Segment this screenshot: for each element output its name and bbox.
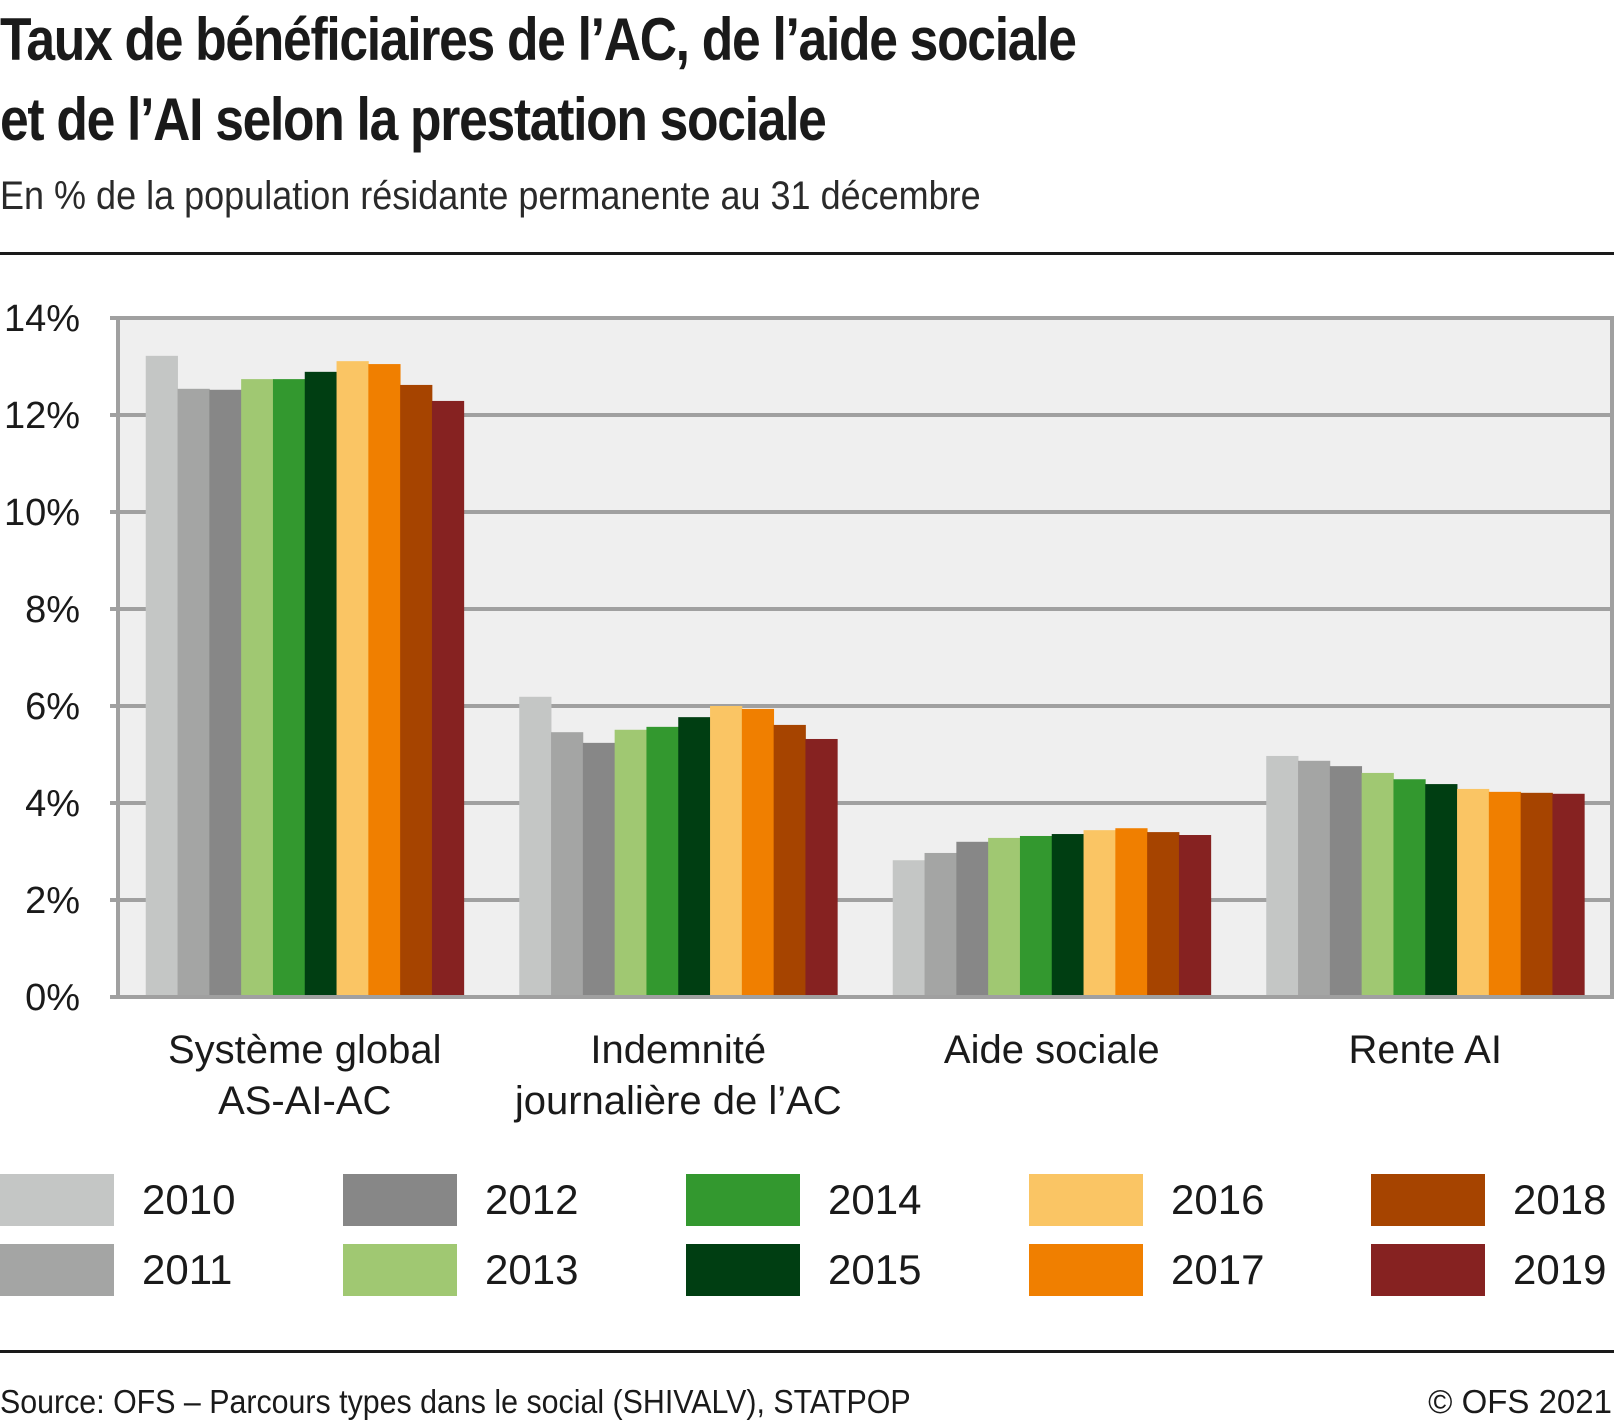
legend-swatch — [686, 1174, 800, 1226]
bar-2011-cat-0: 2011: 12.54% — [177, 388, 210, 997]
bar-2017-cat-2: 2017: 3.48% — [1115, 828, 1148, 997]
y-tick-label: 6% — [25, 686, 80, 728]
bar-layer: 2010: 13.22% 2010: 6.19% 2010: 2.82% 2010: … — [145, 355, 1585, 998]
bar-2015-cat-3: 2015: 4.39% — [1425, 784, 1458, 997]
bar-2014-cat-3: 2014: 4.49% — [1393, 779, 1426, 997]
legend-label: 2010 — [142, 1176, 236, 1223]
legend-label: 2017 — [1171, 1246, 1265, 1293]
y-tick-label: 10% — [4, 492, 80, 534]
x-category-label: Système global AS-AI-AC — [168, 1028, 441, 1123]
bar-2018-cat-2: 2018: 3.4% — [1147, 832, 1180, 997]
legend-label: 2013 — [485, 1246, 579, 1293]
chart-legend: 2010 2011 2012 2013 2014 2015 2016 2017 2018 2019 — [0, 1174, 1614, 1299]
bar-2015-cat-0: 2015: 12.89% — [304, 371, 337, 998]
x-category-label-line: Système global — [168, 1028, 441, 1072]
legend-swatch — [0, 1174, 114, 1226]
bar-2015-cat-2: 2015: 3.36% — [1051, 834, 1084, 997]
legend-label: 2018 — [1513, 1176, 1607, 1223]
x-category-label: Aide sociale — [944, 1028, 1160, 1072]
bar-2016-cat-3: 2016: 4.29% — [1457, 788, 1490, 997]
bar-2012-cat-0: 2012: 12.52% — [209, 389, 242, 997]
legend-label: 2019 — [1513, 1246, 1607, 1293]
legend-swatch — [343, 1174, 457, 1226]
bar-2014-cat-1: 2014: 5.57% — [646, 726, 679, 997]
bar-2017-cat-0: 2017: 13.05% — [368, 364, 401, 997]
bar-2015-cat-1: 2015: 5.77% — [678, 717, 711, 997]
legend-label: 2014 — [828, 1176, 922, 1223]
header-divider — [0, 252, 1614, 255]
legend-swatch — [1029, 1244, 1143, 1296]
bar-2012-cat-2: 2012: 3.2% — [956, 841, 989, 997]
y-tick-label: 4% — [25, 783, 80, 825]
bar-2011-cat-2: 2011: 2.97% — [924, 852, 957, 997]
source-note: Source: OFS – Parcours types dans le soc… — [0, 1383, 911, 1420]
bar-2017-cat-1: 2017: 5.94% — [741, 708, 775, 997]
bar-2010-cat-3: 2010: 4.97% — [1266, 755, 1299, 997]
bar-2011-cat-1: 2011: 5.46% — [551, 732, 584, 997]
bar-2019-cat-0: 2019: 12.29% — [431, 400, 465, 997]
bar-2010-cat-0: 2010: 13.22% — [145, 355, 178, 997]
bar-2019-cat-2: 2019: 3.34% — [1178, 835, 1212, 997]
bar-2012-cat-3: 2012: 4.76% — [1329, 766, 1363, 997]
bar-chart: 2010: 13.22% 2010: 6.19% 2010: 2.82% 2010: … — [4, 298, 1614, 1123]
bar-2011-cat-3: 2011: 4.87% — [1298, 760, 1331, 997]
bar-2018-cat-3: 2018: 4.21% — [1520, 792, 1553, 997]
label-layer: 0% 2% 4% 6% 8% 10% 12% 14% Système global AS-AI-A… — [4, 298, 1502, 1123]
legend-label: 2012 — [485, 1176, 579, 1223]
legend-swatch — [1371, 1244, 1485, 1296]
bar-2014-cat-2: 2014: 3.32% — [1019, 835, 1053, 997]
legend-swatch — [1029, 1174, 1143, 1226]
bar-2013-cat-1: 2013: 5.51% — [614, 729, 647, 997]
legend-swatch — [0, 1244, 114, 1296]
axis-layer — [110, 316, 1614, 999]
bar-2017-cat-3: 2017: 4.23% — [1488, 791, 1522, 997]
x-category-label: Indemnité journalière de l’AC — [514, 1028, 842, 1123]
legend-swatch — [686, 1244, 800, 1296]
bar-2013-cat-3: 2013: 4.62% — [1361, 772, 1394, 997]
copyright-note: © OFS 2021 — [1428, 1383, 1612, 1420]
bar-2012-cat-1: 2012: 5.24% — [582, 742, 616, 997]
bar-2013-cat-0: 2013: 12.74% — [241, 379, 274, 997]
x-category-label-line: Rente AI — [1349, 1028, 1502, 1072]
bar-2016-cat-2: 2016: 3.44% — [1083, 830, 1116, 997]
bar-2019-cat-1: 2019: 5.32% — [805, 738, 838, 997]
bar-2014-cat-0: 2014: 12.74% — [272, 379, 306, 997]
legend-swatch — [1371, 1174, 1485, 1226]
y-tick-label: 12% — [4, 395, 80, 437]
legend-label: 2015 — [828, 1246, 922, 1293]
x-category-label-line: AS-AI-AC — [218, 1079, 391, 1123]
x-category-label-line: Indemnité — [590, 1028, 766, 1072]
bar-2016-cat-0: 2016: 13.11% — [336, 361, 369, 997]
y-tick-label: 0% — [25, 977, 80, 1019]
legend-label: 2011 — [142, 1246, 233, 1293]
chart-title-line-1: Taux de bénéficiaires de l’AC, de l’aide… — [0, 6, 1077, 73]
chart-subtitle: En % de la population résidante permanen… — [0, 174, 981, 218]
y-tick-label: 14% — [4, 298, 80, 340]
bar-2013-cat-2: 2013: 3.28% — [988, 837, 1021, 997]
bar-2010-cat-1: 2010: 6.19% — [519, 696, 552, 997]
chart-title: Taux de bénéficiaires de l’AC, de l’aide… — [0, 0, 1388, 160]
legend-swatch — [343, 1244, 457, 1296]
y-tick-label: 8% — [25, 589, 80, 631]
chart-title-line-2: et de l’AI selon la prestation sociale — [0, 86, 827, 153]
footer-divider — [0, 1350, 1614, 1353]
bar-2018-cat-0: 2018: 12.62% — [400, 384, 433, 997]
x-category-label: Rente AI — [1349, 1028, 1502, 1072]
x-category-label-line: journalière de l’AC — [514, 1079, 842, 1123]
legend-label: 2016 — [1171, 1176, 1265, 1223]
y-tick-label: 2% — [25, 880, 80, 922]
bar-2019-cat-3: 2019: 4.19% — [1552, 793, 1585, 997]
bar-2010-cat-2: 2010: 2.82% — [892, 860, 925, 997]
bar-2016-cat-1: 2016: 6% — [710, 706, 743, 997]
bar-2018-cat-1: 2018: 5.61% — [773, 724, 806, 997]
x-category-label-line: Aide sociale — [944, 1028, 1160, 1072]
